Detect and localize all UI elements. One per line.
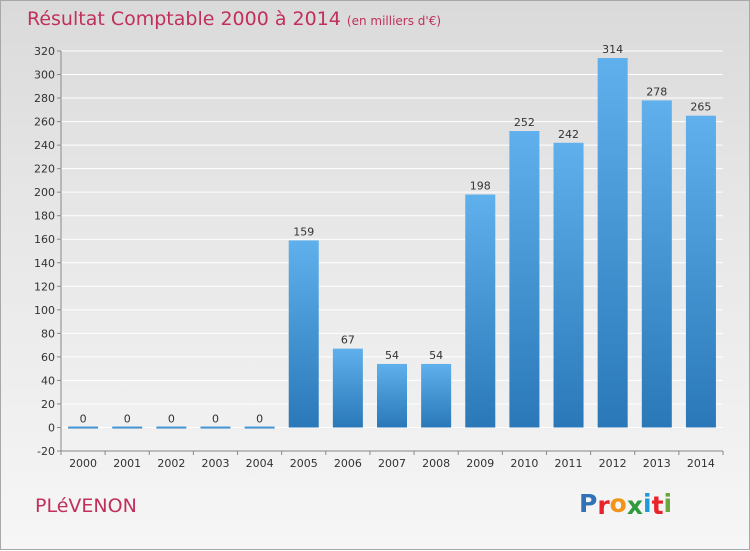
- chart-subtitle: (en milliers d'€): [346, 14, 442, 28]
- bar: [376, 363, 408, 428]
- bar: [597, 58, 628, 428]
- data-label: 0: [256, 412, 263, 425]
- chart-title: Résultat Comptable 2000 à 2014 (en millie…: [27, 8, 441, 30]
- bar: [553, 142, 584, 428]
- logo-letter: o: [609, 489, 627, 518]
- chart-title-text: Résultat Comptable 2000 à 2014: [27, 8, 341, 30]
- x-tick-label: 2007: [378, 457, 406, 470]
- y-tick-label: 200: [34, 186, 55, 199]
- bar: [509, 131, 540, 428]
- bar: [244, 426, 275, 429]
- x-tick-label: 2003: [201, 457, 229, 470]
- x-tick-label: 2000: [69, 457, 97, 470]
- logo-letter: x: [626, 491, 643, 520]
- y-tick-label: 100: [34, 304, 55, 317]
- data-label: 278: [646, 85, 667, 98]
- data-label: 54: [429, 349, 443, 362]
- logo-letter: i: [663, 489, 673, 518]
- bar: [156, 426, 187, 429]
- y-axis: -20 0 20 40 60 80 100 120 140 160 180 200 220 240 260 2…: [34, 45, 62, 458]
- data-label: 54: [385, 349, 399, 362]
- bar: [288, 240, 319, 428]
- bar: [641, 100, 672, 428]
- bar: [112, 426, 143, 429]
- x-tick-label: 2004: [246, 457, 274, 470]
- y-tick-label: 0: [48, 421, 55, 434]
- data-label: 314: [602, 43, 623, 56]
- y-tick-label: 180: [34, 210, 55, 223]
- y-tick-label: 20: [41, 398, 55, 411]
- y-tick-label: 80: [41, 327, 55, 340]
- logo-letter: P: [579, 489, 598, 518]
- data-label: 67: [341, 334, 355, 347]
- x-tick-label: 2005: [290, 457, 318, 470]
- bar: [465, 194, 496, 428]
- data-label: 242: [558, 128, 579, 141]
- proxiti-logo: Proxiti: [579, 489, 673, 520]
- data-label: 0: [212, 412, 219, 425]
- x-tick-label: 2008: [422, 457, 450, 470]
- x-tick-label: 2012: [599, 457, 627, 470]
- data-label: 265: [690, 101, 711, 114]
- x-tick-label: 2011: [555, 457, 583, 470]
- logo-letter: r: [597, 491, 610, 520]
- commune-name: PLéVENON: [35, 495, 137, 517]
- logo-letter: t: [651, 491, 664, 520]
- data-label: 0: [80, 412, 87, 425]
- x-tick-label: 2002: [157, 457, 185, 470]
- bar: [200, 426, 231, 429]
- x-tick-label: 2009: [466, 457, 494, 470]
- y-tick-label: 140: [34, 257, 55, 270]
- data-label: 198: [470, 180, 491, 193]
- y-tick-label: 120: [34, 280, 55, 293]
- x-tick-label: 2010: [510, 457, 538, 470]
- y-tick-label: 40: [41, 374, 55, 387]
- y-tick-label: -20: [37, 445, 55, 458]
- data-label: 159: [293, 225, 314, 238]
- y-tick-label: 300: [34, 69, 55, 82]
- y-tick-label: 280: [34, 92, 55, 105]
- y-tick-label: 260: [34, 116, 55, 129]
- x-tick-label: 2014: [687, 457, 715, 470]
- y-tick-label: 160: [34, 233, 55, 246]
- y-tick-label: 220: [34, 163, 55, 176]
- data-label: 252: [514, 116, 535, 129]
- y-tick-label: 320: [34, 45, 55, 58]
- x-axis: 2000 2001 2002 2003 2004 2005 2006 2007 2008 2009…: [60, 450, 724, 470]
- x-tick-label: 2013: [643, 457, 671, 470]
- bar: [421, 363, 452, 428]
- y-tick-label: 60: [41, 351, 55, 364]
- data-label: 0: [168, 412, 175, 425]
- bar: [332, 348, 363, 428]
- data-labels: 0 0 0 0 0 159 67 54 54 198 252 242 314 278 265: [80, 43, 712, 425]
- x-tick-label: 2006: [334, 457, 362, 470]
- bar: [685, 115, 716, 428]
- bars: [68, 58, 716, 429]
- bar: [68, 426, 99, 429]
- y-tick-label: 240: [34, 139, 55, 152]
- logo-letter: i: [643, 489, 652, 518]
- data-label: 0: [124, 412, 131, 425]
- x-tick-label: 2001: [113, 457, 141, 470]
